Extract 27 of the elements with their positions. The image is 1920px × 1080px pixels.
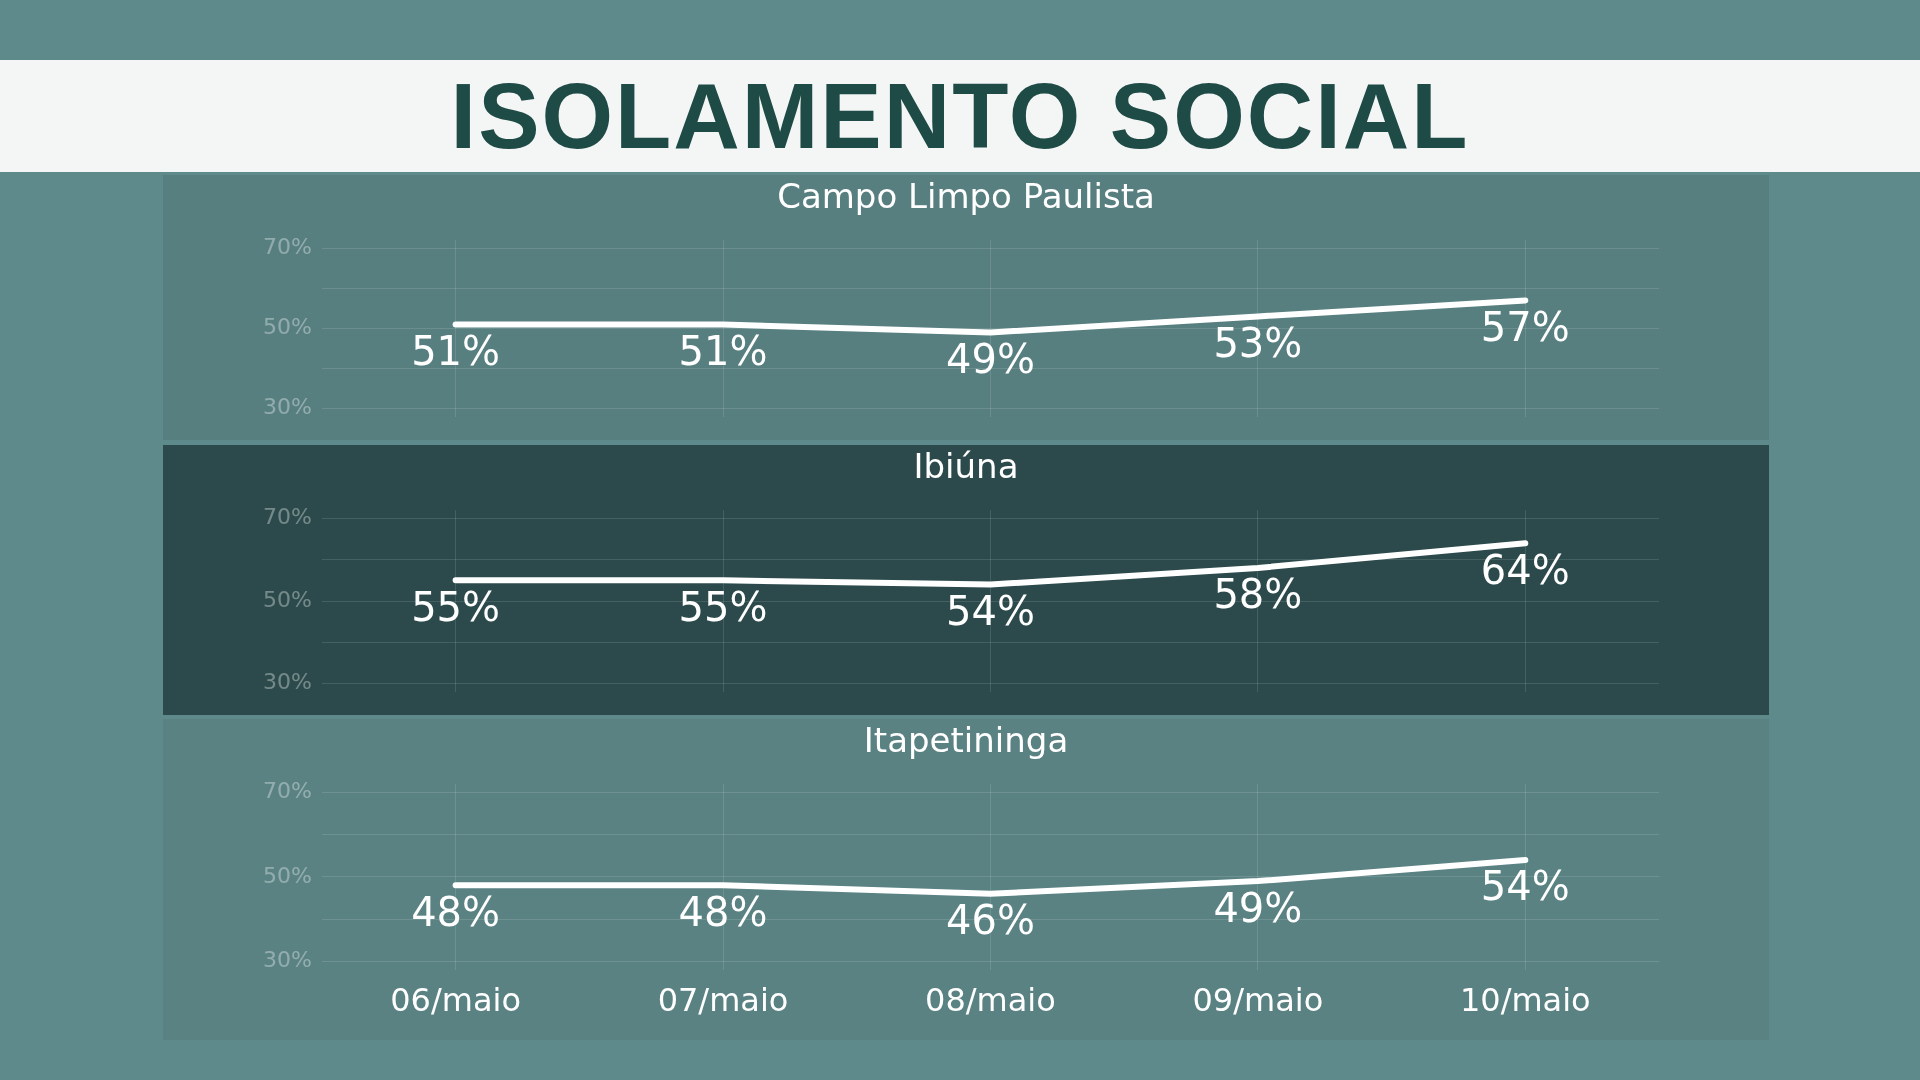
data-label: 49% (1213, 884, 1303, 931)
data-label: 54% (1480, 863, 1570, 910)
x-tick-label: 08/maio (925, 981, 1056, 1020)
data-label: 53% (1213, 319, 1303, 366)
chart-title: Itapetininga (862, 719, 1070, 761)
data-label: 51% (411, 327, 501, 374)
data-label: 55% (411, 583, 501, 630)
data-label: 49% (946, 335, 1035, 382)
data-label: 46% (946, 897, 1035, 944)
chart-title: ISOLAMENTO SOCIAL (450, 63, 1470, 169)
data-label: 48% (678, 888, 768, 935)
x-tick-label: 07/maio (657, 981, 789, 1020)
y-tick-label: 30% (262, 669, 312, 695)
x-tick-label: 09/maio (1192, 981, 1324, 1020)
y-tick-label: 70% (262, 504, 312, 530)
data-label: 57% (1480, 303, 1570, 350)
x-tick-label: 10/maio (1459, 981, 1591, 1020)
data-label: 64% (1480, 546, 1570, 593)
chart-subtitle: Campo Limpo Paulista (776, 175, 1156, 217)
x-tick-label: 06/maio (390, 981, 521, 1020)
y-tick-label: 50% (262, 586, 312, 612)
data-label: 54% (946, 587, 1035, 634)
data-label: 55% (678, 583, 768, 630)
data-label: 58% (1213, 571, 1303, 618)
data-label: 51% (678, 327, 768, 374)
data-label: 48% (411, 888, 501, 935)
chart-title: Ibiúna (912, 445, 1020, 487)
